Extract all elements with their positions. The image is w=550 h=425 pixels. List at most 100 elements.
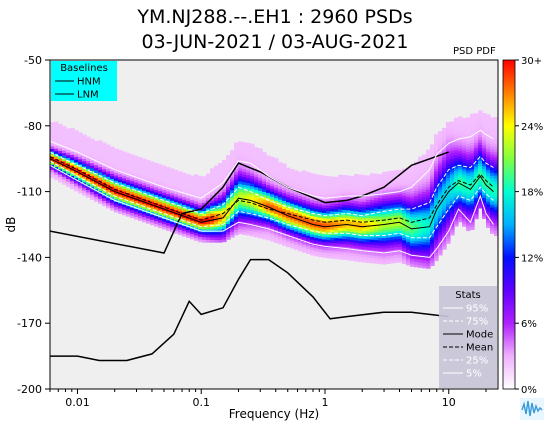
psd-density-cell [326, 184, 331, 188]
psd-density-cell [310, 244, 315, 248]
psd-density-cell [250, 177, 255, 182]
psd-density-cell [230, 157, 235, 162]
psd-density-cell [310, 181, 315, 185]
psd-density-cell [250, 212, 255, 216]
psd-density-cell [350, 252, 355, 256]
psd-density-cell [62, 152, 67, 156]
psd-density-cell [374, 181, 379, 185]
psd-density-cell [478, 152, 483, 156]
psd-density-cell [74, 174, 79, 179]
psd-density-cell [458, 184, 463, 189]
psd-density-cell [242, 184, 247, 188]
psd-density-cell [150, 166, 155, 170]
psd-density-cell [326, 218, 331, 222]
psd-density-cell [354, 189, 359, 194]
psd-density-cell [342, 209, 347, 213]
psd-density-cell [258, 161, 263, 165]
psd-density-cell [490, 162, 495, 166]
psd-density-cell [442, 141, 447, 145]
psd-density-cell [94, 156, 99, 160]
psd-density-cell [266, 160, 271, 164]
psd-density-cell [462, 207, 467, 211]
psd-density-cell [422, 196, 427, 200]
psd-density-cell [262, 199, 267, 203]
psd-density-cell [294, 236, 299, 240]
psd-density-cell [490, 146, 495, 150]
psd-density-cell [478, 144, 483, 148]
psd-density-cell [346, 230, 351, 235]
psd-density-cell [274, 202, 279, 207]
psd-density-cell [154, 186, 159, 190]
psd-density-cell [62, 131, 67, 135]
psd-density-cell [454, 178, 459, 182]
psd-density-cell [150, 206, 155, 210]
psd-density-cell [386, 242, 391, 246]
psd-density-cell [298, 174, 303, 178]
psd-density-cell [290, 200, 295, 204]
psd-density-cell [470, 139, 475, 144]
psd-density-cell [330, 205, 335, 209]
psd-density-cell [114, 159, 119, 163]
psd-density-cell [238, 157, 243, 161]
psd-density-cell [110, 173, 115, 177]
plot-frame [49, 59, 499, 390]
psd-density-cell [290, 205, 295, 210]
psd-density-cell [254, 155, 259, 159]
psd-density-cell [474, 184, 479, 188]
psd-density-cell [338, 222, 343, 226]
psd-density-cell [158, 222, 163, 226]
psd-density-cell [450, 218, 455, 223]
psd-density-cell [266, 158, 271, 162]
psd-density-cell [298, 216, 303, 220]
psd-density-cell [294, 209, 299, 214]
psd-density-cell [318, 219, 323, 223]
psd-density-cell [426, 189, 431, 193]
psd-density-cell [170, 218, 175, 222]
psd-density-cell [254, 181, 259, 185]
psd-density-cell [398, 235, 403, 239]
psd-density-cell [258, 153, 263, 157]
psd-density-cell [214, 199, 219, 204]
psd-density-cell [470, 224, 475, 228]
psd-density-cell [158, 195, 163, 200]
psd-density-cell [234, 226, 239, 231]
psd-density-cell [470, 153, 475, 157]
psd-density-cell [486, 193, 491, 197]
psd-density-cell [390, 218, 395, 222]
psd-density-cell [410, 263, 415, 267]
psd-density-cell [182, 217, 187, 221]
psd-density-cell [294, 222, 299, 227]
psd-density-cell [310, 252, 315, 256]
psd-density-cell [246, 216, 251, 220]
psd-density-cell [486, 198, 491, 202]
psd-density-cell [210, 168, 215, 172]
psd-density-cell [106, 147, 111, 151]
psd-density-cell [254, 223, 259, 227]
psd-density-cell [454, 136, 459, 140]
psd-density-cell [470, 166, 475, 170]
psd-density-cell [434, 218, 439, 222]
psd-density-cell [466, 177, 471, 182]
psd-density-cell [114, 180, 119, 184]
psd-density-cell [438, 244, 443, 248]
psd-density-cell [142, 216, 147, 220]
psd-density-cell [378, 176, 383, 180]
psd-density-cell [434, 257, 439, 262]
psd-density-cell [298, 232, 303, 236]
psd-density-cell [146, 178, 151, 182]
psd-density-cell [186, 221, 191, 225]
psd-density-cell [86, 139, 91, 143]
psd-density-cell [430, 173, 435, 177]
psd-density-cell [354, 208, 359, 212]
psd-density-cell [258, 185, 263, 189]
psd-density-cell [478, 118, 483, 122]
psd-density-cell [190, 230, 195, 235]
psd-density-cell [442, 243, 447, 247]
psd-density-cell [66, 162, 71, 166]
psd-density-cell [98, 143, 103, 147]
psd-density-cell [406, 188, 411, 192]
psd-density-cell [262, 170, 267, 174]
psd-density-cell [138, 207, 143, 211]
psd-density-cell [398, 227, 403, 231]
psd-density-cell [422, 180, 427, 185]
